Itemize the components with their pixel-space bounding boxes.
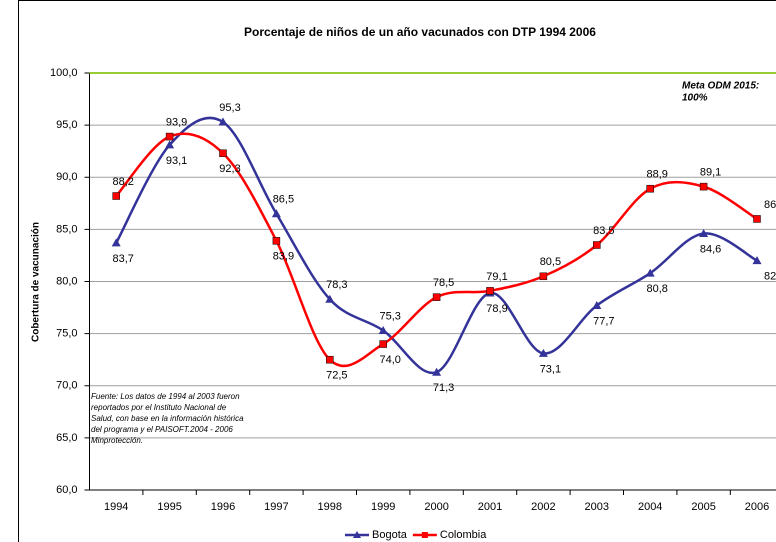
- x-tick-label: 1996: [211, 501, 235, 513]
- data-label: 92,3: [219, 163, 240, 175]
- x-tick-label: 1999: [371, 501, 395, 513]
- point-marker: [699, 182, 708, 191]
- chart-title: Porcentaje de niños de un año vacunados …: [244, 25, 596, 39]
- data-label: 83,9: [273, 251, 294, 263]
- point-marker: [165, 132, 174, 141]
- source-note: reportados por el Instituto Nacional de: [91, 403, 227, 412]
- data-label: 78,3: [326, 279, 347, 291]
- y-tick-label: 90,0: [56, 171, 77, 183]
- data-label: 72,5: [326, 370, 347, 382]
- x-tick-label: 2003: [585, 501, 609, 513]
- data-label: 86: [764, 199, 776, 211]
- point-marker: [112, 192, 120, 200]
- data-label: 78,9: [486, 303, 507, 315]
- data-label: 82: [764, 271, 776, 283]
- x-tick-label: 1997: [264, 501, 288, 513]
- point-marker: [325, 294, 335, 303]
- data-label: 88,9: [646, 169, 667, 181]
- y-tick-label: 95,0: [56, 119, 77, 131]
- source-note: Minprotección.: [91, 436, 143, 445]
- source-note: del programa y el PAISOFT.2004 - 2006: [91, 425, 233, 434]
- x-tick-label: 2004: [638, 501, 662, 513]
- y-tick-label: 85,0: [56, 223, 77, 235]
- point-marker: [165, 140, 175, 149]
- data-label: 83,7: [112, 253, 133, 265]
- data-label: 80,5: [540, 256, 561, 268]
- data-label: 73,1: [540, 363, 561, 375]
- point-marker: [111, 238, 121, 247]
- y-tick-label: 75,0: [56, 328, 77, 340]
- x-tick-label: 1994: [104, 501, 128, 513]
- point-marker: [379, 340, 387, 348]
- legend-label: Colombia: [440, 529, 487, 541]
- x-tick-label: 1998: [318, 501, 342, 513]
- data-label: 89,1: [700, 167, 721, 179]
- data-label: 93,1: [166, 155, 187, 167]
- y-tick-label: 100,0: [50, 67, 78, 79]
- x-tick-label: 2006: [745, 501, 769, 513]
- point-marker: [218, 117, 228, 126]
- y-tick-label: 65,0: [56, 432, 77, 444]
- data-label: 78,5: [433, 277, 454, 289]
- x-tick-label: 2002: [531, 501, 555, 513]
- data-label: 79,1: [486, 271, 507, 283]
- point-marker: [271, 209, 281, 218]
- x-tick-label: 2001: [478, 501, 502, 513]
- point-marker: [539, 272, 548, 281]
- y-axis-label: Cobertura de vacunación: [31, 222, 42, 342]
- chart-frame: [18, 0, 776, 542]
- x-tick-label: 2005: [691, 501, 715, 513]
- point-marker: [432, 367, 442, 376]
- data-label: 77,7: [593, 315, 614, 327]
- legend-label: Bogota: [372, 529, 408, 541]
- data-label: 71,3: [433, 382, 454, 394]
- point-marker: [592, 300, 602, 309]
- point-marker: [219, 149, 227, 158]
- point-marker: [593, 241, 601, 249]
- data-label: 75,3: [379, 310, 400, 322]
- legend-marker: [421, 532, 428, 538]
- data-label: 86,5: [273, 194, 294, 206]
- point-marker: [752, 256, 762, 265]
- data-label: 95,3: [219, 102, 240, 114]
- point-marker: [432, 293, 441, 301]
- data-label: 93,9: [166, 116, 187, 128]
- point-marker: [645, 268, 655, 277]
- data-label: 74,0: [379, 354, 400, 366]
- x-tick-label: 1995: [157, 501, 181, 513]
- point-marker: [646, 184, 654, 193]
- source-note: Fuente: Los datos de 1994 al 2003 fueron: [91, 392, 240, 401]
- data-label: 88,2: [112, 176, 133, 188]
- y-tick-label: 80,0: [56, 275, 77, 287]
- target-label: 100%: [682, 93, 708, 104]
- target-label: Meta ODM 2015:: [682, 81, 759, 92]
- data-label: 83,5: [593, 225, 614, 237]
- point-marker: [538, 348, 548, 357]
- source-note: Salud, con base en la información histór…: [91, 414, 244, 423]
- legend-marker: [353, 531, 361, 538]
- point-marker: [486, 287, 494, 295]
- point-marker: [378, 325, 388, 334]
- data-label: 84,6: [700, 243, 721, 255]
- y-tick-label: 60,0: [56, 484, 77, 496]
- point-marker: [753, 215, 761, 223]
- point-marker: [326, 355, 334, 364]
- data-label: 80,8: [646, 283, 667, 295]
- point-marker: [272, 237, 281, 245]
- point-marker: [699, 229, 709, 238]
- y-tick-label: 70,0: [56, 380, 77, 392]
- x-tick-label: 2000: [424, 501, 448, 513]
